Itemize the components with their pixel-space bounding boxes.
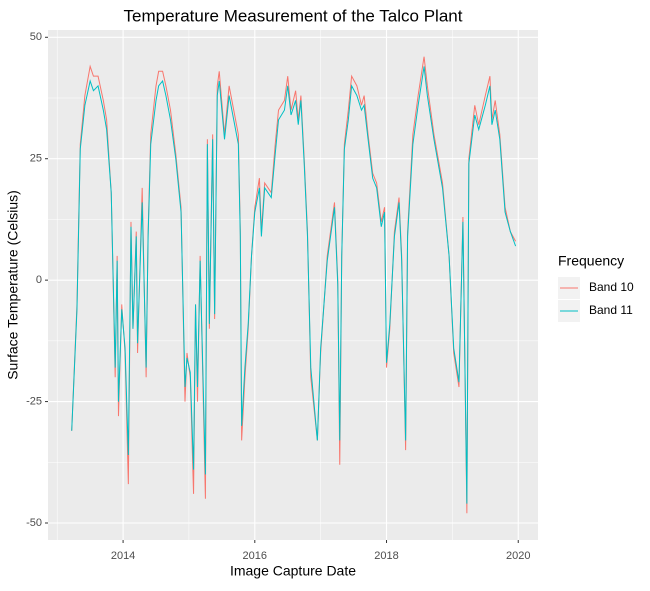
y-tick-label: 25 [30,153,42,165]
legend: Frequency Band 10 Band 11 [558,253,634,322]
panel [48,30,538,540]
x-axis-label: Image Capture Date [230,563,356,579]
x-tick-label: 2018 [374,550,398,562]
legend-title: Frequency [558,253,624,269]
x-tick-label: 2014 [111,550,135,562]
y-tick-label: -50 [26,517,42,529]
series-line [71,66,517,504]
y-tick-label: -25 [26,395,42,407]
chart-title: Temperature Measurement of the Talco Pla… [124,6,463,25]
legend-label: Band 10 [589,280,634,294]
legend-label: Band 11 [589,303,633,317]
y-tick-label: 50 [30,31,42,43]
y-axis-label: Surface Temperature (Celsius) [5,190,21,380]
x-tick-label: 2016 [243,550,267,562]
x-tick-label: 2020 [506,550,530,562]
y-tick-label: 0 [36,274,42,286]
